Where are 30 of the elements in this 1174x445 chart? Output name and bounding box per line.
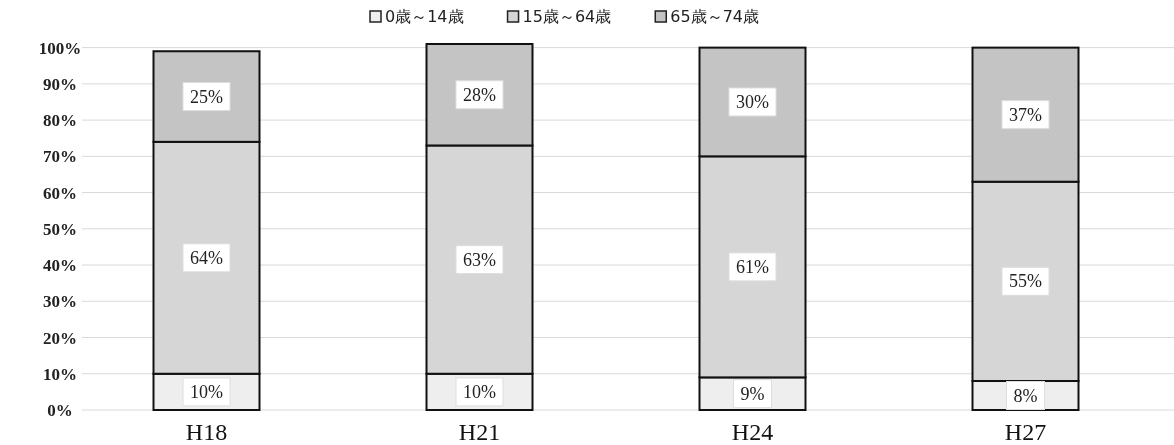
x-tick-label: H21 [458,419,501,445]
legend-label: 15歳～64歳 [522,7,612,26]
legend-label: 0歳～14歳 [385,7,464,26]
data-label: 30% [736,91,769,112]
y-tick-label: 100% [38,38,82,58]
data-label: 61% [736,256,769,277]
y-tick-label: 50% [43,219,77,239]
data-label: 64% [190,247,223,268]
x-tick-label: H18 [185,419,228,445]
data-label: 9% [740,383,765,404]
y-tick-label: 0% [47,401,73,420]
y-tick-label: 30% [43,292,77,312]
y-tick-label: 40% [43,256,77,276]
data-label: 10% [463,381,496,402]
y-tick-label: 70% [43,147,77,167]
data-label: 63% [463,249,496,270]
y-tick-label: 90% [43,74,77,94]
y-tick-label: 80% [43,111,77,131]
x-tick-label: H24 [731,419,774,445]
x-tick-label: H27 [1004,419,1047,445]
data-label: 28% [463,84,496,105]
legend-label: 65歳～74歳 [670,7,759,26]
y-tick-label: 20% [43,328,77,348]
data-label: 10% [190,381,223,402]
data-label: 25% [190,86,223,107]
y-tick-label: 10% [43,364,77,384]
y-tick-label: 60% [43,183,77,203]
data-label: 55% [1009,271,1042,292]
data-label: 37% [1009,104,1042,125]
data-label: 8% [1013,385,1038,406]
